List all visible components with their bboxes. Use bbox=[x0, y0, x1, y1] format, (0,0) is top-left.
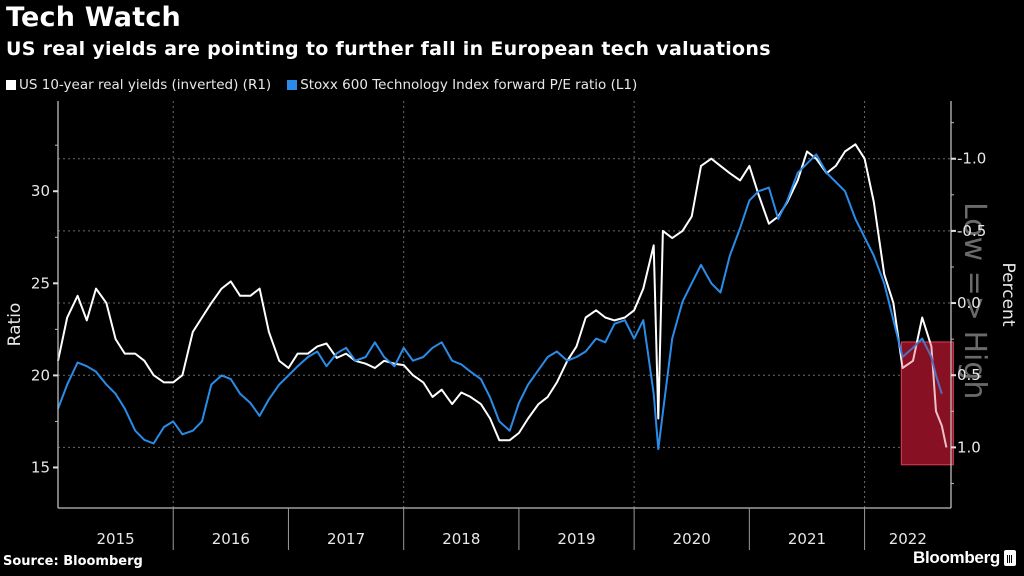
legend-item-real-yields: US 10-year real yields (inverted) (R1) bbox=[6, 77, 271, 93]
x-tick-label: 2016 bbox=[212, 530, 250, 548]
legend-item-pe-ratio: Stoxx 600 Technology Index forward P/E r… bbox=[287, 77, 637, 93]
x-tick-label: 2015 bbox=[97, 530, 135, 548]
right-tick-label: 0.0 bbox=[957, 294, 981, 312]
x-tick-label: 2018 bbox=[442, 530, 480, 548]
legend-swatch-white bbox=[6, 80, 16, 90]
series-line-real-yields bbox=[57, 143, 948, 448]
right-tick-label: 1.0 bbox=[957, 438, 981, 456]
legend: US 10-year real yields (inverted) (R1) S… bbox=[6, 77, 637, 93]
right-tick-label: -1.0 bbox=[957, 150, 986, 168]
left-tick-label: 30 bbox=[31, 182, 50, 200]
brand-text: Bloomberg bbox=[912, 548, 1000, 567]
axis-labels: 15 20 25 30 -1.0 -0.5 0.0 0.5 1.0 2015 2016 2017 201… bbox=[5, 150, 1018, 548]
chart-subtitle: US real yields are pointing to further f… bbox=[6, 38, 771, 60]
legend-swatch-blue bbox=[287, 80, 298, 90]
highlight-overlay bbox=[901, 342, 954, 465]
legend-label: Stoxx 600 Technology Index forward P/E r… bbox=[300, 77, 638, 93]
bloomberg-terminal-icon bbox=[1004, 550, 1016, 566]
x-tick-label: 2019 bbox=[557, 530, 595, 548]
right-axis-title: Percent bbox=[998, 263, 1018, 327]
annotation-low-high: Low => High bbox=[957, 202, 992, 399]
right-tick-label: 0.5 bbox=[957, 366, 981, 384]
source-note: Source: Bloomberg bbox=[3, 554, 143, 569]
overlay-layer: Low => High bbox=[901, 202, 992, 465]
x-tick-label: 2022 bbox=[889, 530, 927, 548]
left-tick-label: 25 bbox=[31, 274, 50, 292]
series-line-pe-ratio bbox=[57, 153, 943, 451]
grid-lines bbox=[58, 101, 951, 508]
right-tick-label: -0.5 bbox=[957, 222, 986, 240]
series-layer bbox=[57, 143, 948, 451]
left-tick-label: 15 bbox=[31, 458, 50, 476]
axes-layer bbox=[53, 101, 956, 550]
left-tick-label: 20 bbox=[31, 366, 50, 384]
bloomberg-logo: Bloomberg bbox=[913, 548, 1016, 568]
x-tick-label: 2020 bbox=[673, 530, 711, 548]
x-tick-label: 2017 bbox=[327, 530, 365, 548]
highlight-box bbox=[900, 341, 954, 466]
chart-title: Tech Watch bbox=[6, 2, 181, 33]
highlight-layer bbox=[900, 341, 954, 466]
x-tick-label: 2021 bbox=[788, 530, 826, 548]
legend-label: US 10-year real yields (inverted) (R1) bbox=[19, 77, 272, 93]
left-axis-title: Ratio bbox=[5, 303, 25, 347]
